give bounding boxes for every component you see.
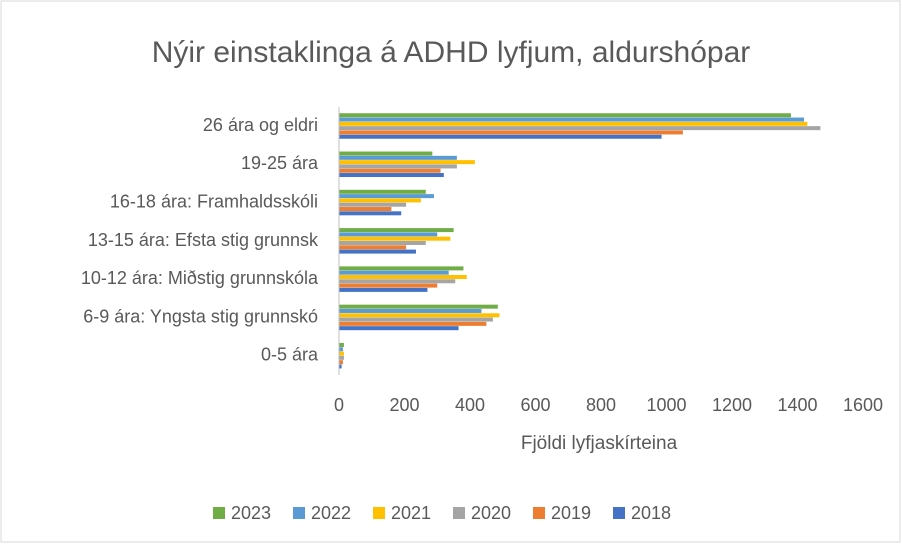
bar — [339, 236, 451, 241]
x-tick-label: 600 — [520, 395, 550, 415]
bar — [339, 355, 344, 360]
bar — [339, 164, 457, 169]
bar — [339, 211, 402, 216]
bar — [339, 189, 426, 194]
bar — [339, 287, 428, 292]
y-tick-label: 16-18 ára: Framhaldsskóli — [110, 191, 318, 211]
bar — [339, 283, 438, 288]
x-tick-label: 400 — [455, 395, 485, 415]
bar — [339, 173, 444, 178]
legend-label: 2018 — [631, 503, 671, 523]
bar — [339, 351, 344, 356]
x-tick-label: 0 — [334, 395, 344, 415]
y-tick-label: 10-12 ára: Miðstig grunnskóla — [81, 268, 319, 288]
x-tick-label: 1200 — [712, 395, 752, 415]
bar — [339, 308, 482, 313]
bar — [339, 342, 344, 347]
legend-swatch — [293, 507, 305, 519]
chart-title: Nýir einstaklinga á ADHD lyfjum, aldursh… — [152, 36, 751, 69]
bar — [339, 317, 493, 322]
x-axis-label: Fjöldi lyfjaskírteina — [521, 433, 678, 454]
legend-swatch — [373, 507, 385, 519]
bar — [339, 160, 475, 165]
bar — [339, 168, 441, 173]
bar — [339, 245, 407, 250]
x-tick-label: 800 — [586, 395, 616, 415]
bar — [339, 326, 459, 331]
bar — [339, 202, 407, 207]
bar — [339, 126, 821, 131]
legend-label: 2022 — [311, 503, 351, 523]
bar — [339, 266, 464, 271]
bar — [339, 121, 808, 126]
y-tick-label: 19-25 ára — [241, 153, 319, 173]
bar — [339, 232, 438, 237]
bar — [339, 198, 421, 203]
legend-label: 2020 — [471, 503, 511, 523]
bar — [339, 304, 498, 309]
bar — [339, 117, 805, 122]
y-tick-label: 0-5 ára — [261, 345, 319, 365]
bar — [339, 321, 487, 326]
bar — [339, 270, 449, 275]
legend-swatch — [613, 507, 625, 519]
legend-swatch — [213, 507, 225, 519]
legend-label: 2021 — [391, 503, 431, 523]
y-tick-label: 13-15 ára: Efsta stig grunnsk — [88, 230, 319, 250]
legend-label: 2023 — [231, 503, 271, 523]
bar — [339, 194, 434, 199]
x-tick-label: 1400 — [777, 395, 817, 415]
x-tick-label: 1600 — [843, 395, 883, 415]
bar — [339, 134, 662, 139]
bar — [339, 241, 426, 245]
x-tick-label: 200 — [389, 395, 419, 415]
bar — [339, 155, 457, 160]
bar — [339, 313, 500, 318]
bar — [339, 130, 683, 135]
legend-label: 2019 — [551, 503, 591, 523]
bar — [339, 347, 343, 352]
x-tick-label: 1000 — [646, 395, 686, 415]
bar — [339, 249, 416, 254]
bar — [339, 113, 791, 118]
y-tick-label: 26 ára og eldri — [203, 115, 318, 135]
bar — [339, 360, 343, 365]
bar — [339, 228, 454, 233]
legend-swatch — [533, 507, 545, 519]
bar — [339, 207, 392, 212]
legend-swatch — [453, 507, 465, 519]
bar — [339, 151, 433, 156]
bar — [339, 364, 342, 369]
bar — [339, 279, 456, 284]
bar — [339, 274, 467, 279]
y-tick-label: 6-9 ára: Yngsta stig grunnskó — [83, 306, 318, 326]
